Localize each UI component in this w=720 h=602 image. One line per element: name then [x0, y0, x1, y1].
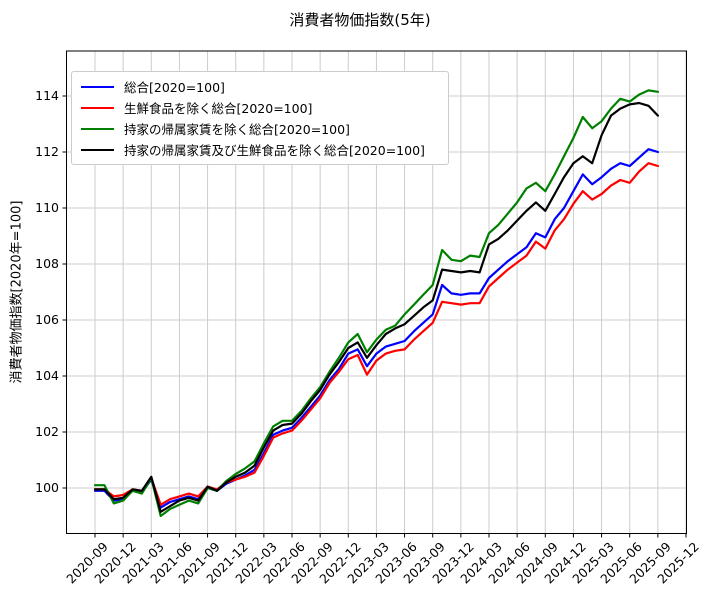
- chart-title: 消費者物価指数(5年): [289, 11, 431, 29]
- y-tick-label: 112: [35, 144, 59, 159]
- legend-label: 生鮮食品を除く総合[2020=100]: [124, 101, 313, 116]
- y-tick-label: 114: [35, 88, 59, 103]
- y-tick-label: 110: [35, 200, 59, 215]
- series-line-3: [93, 101, 660, 513]
- legend-label: 持家の帰属家賃及び生鮮食品を除く総合[2020=100]: [124, 143, 425, 158]
- series-line-1: [93, 162, 660, 506]
- y-tick-label: 108: [35, 256, 59, 271]
- legend-item-2: 持家の帰属家賃を除く総合[2020=100]: [81, 118, 439, 139]
- legend-line-swatch: [81, 85, 114, 88]
- y-tick-label: 102: [35, 424, 59, 439]
- legend: 総合[2020=100] 生鮮食品を除く総合[2020=100] 持家の帰属家賃を除…: [71, 71, 449, 165]
- plot-frame: [66, 50, 687, 534]
- series-line-2: [93, 89, 660, 518]
- legend-line-swatch: [81, 127, 114, 130]
- legend-item-3: 持家の帰属家賃及び生鮮食品を除く総合[2020=100]: [81, 139, 439, 160]
- legend-label: 持家の帰属家賃を除く総合[2020=100]: [124, 122, 350, 137]
- legend-label: 総合[2020=100]: [124, 80, 225, 95]
- legend-line-swatch: [81, 106, 114, 109]
- legend-line-swatch: [81, 148, 114, 151]
- y-tick-label: 106: [35, 312, 59, 327]
- legend-item-1: 生鮮食品を除く総合[2020=100]: [81, 97, 439, 118]
- legend-item-0: 総合[2020=100]: [81, 76, 439, 97]
- series-line-0: [93, 148, 660, 509]
- y-tick-label: 100: [35, 480, 59, 495]
- y-tick-label: 104: [35, 368, 59, 383]
